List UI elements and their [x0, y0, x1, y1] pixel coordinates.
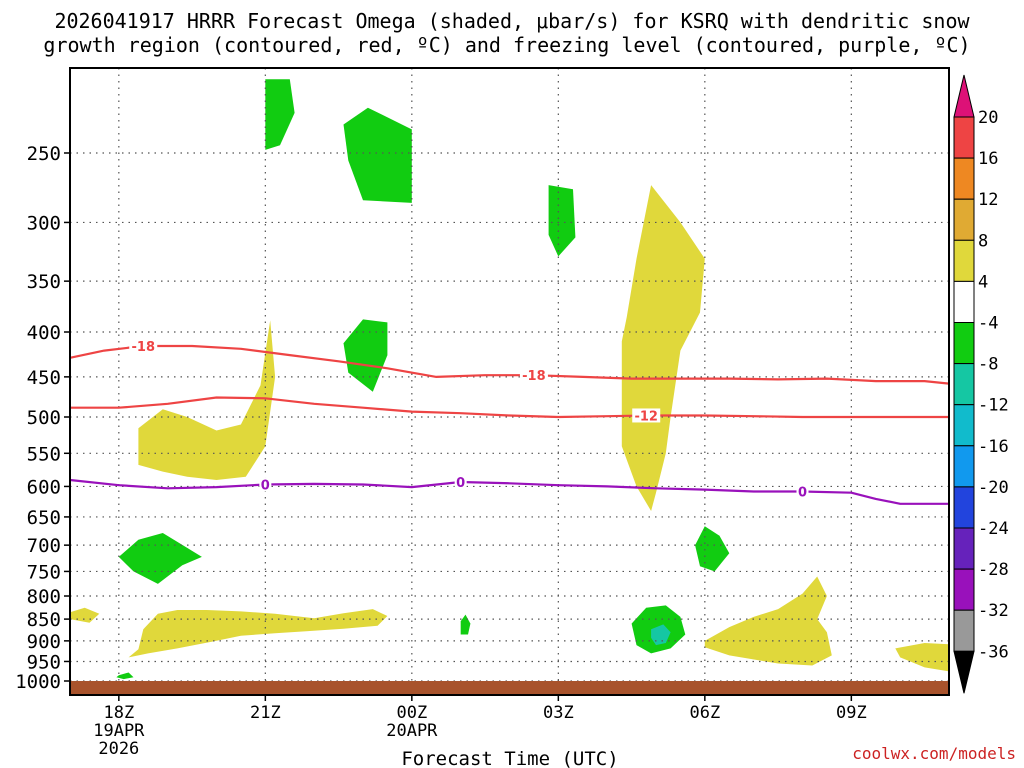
- plot-area: -18 -18 -12 0 0 0: [69, 67, 950, 696]
- teal-cell: [651, 624, 671, 646]
- plot-frame: [69, 67, 950, 696]
- colorbar-band-10: [953, 527, 975, 570]
- colorbar-bottom-arrow: [953, 650, 975, 694]
- green-cell-6: [695, 526, 730, 572]
- colorbar-tick--16: -16: [978, 437, 1009, 457]
- colorbar-tick--32: -32: [978, 601, 1009, 621]
- contour-zero-line: [69, 478, 949, 505]
- contour-minus-18-line: [69, 344, 950, 385]
- colorbar-band-5: [953, 322, 975, 365]
- y-tick-label-450: 450: [27, 367, 61, 389]
- contour-zero-label-bg-0: [259, 477, 272, 492]
- colorbar-band-1: [953, 157, 975, 200]
- colorbar-top-arrow: [953, 74, 975, 118]
- contour-minus-18-label-bg-1: [519, 368, 548, 383]
- x-tick-label-03Z: 03Z: [543, 703, 574, 723]
- contour-zero-label-bg-1: [454, 474, 467, 489]
- contour-minus-18-label-1: -18: [522, 369, 546, 384]
- y-tick-label-900: 900: [27, 631, 61, 653]
- colorbar-band-0: [953, 116, 975, 159]
- green-cell-4: [343, 319, 388, 392]
- contour-zero-label-0: 0: [261, 479, 270, 494]
- colorbar-band-2: [953, 198, 975, 241]
- x-tick-label-21Z: 21Z: [250, 703, 281, 723]
- colorbar-band-12: [953, 609, 975, 652]
- colorbar-tick--8: -8: [978, 355, 998, 375]
- y-tick-label-400: 400: [27, 322, 61, 344]
- colorbar-tick-16: 16: [978, 149, 998, 169]
- y-tick-label-300: 300: [27, 212, 61, 234]
- green-cell-1: [265, 79, 295, 150]
- colorbar-band-7: [953, 404, 975, 447]
- green-cell-3: [548, 185, 576, 257]
- colorbar-tick-4: 4: [978, 272, 988, 292]
- y-tick-label-550: 550: [27, 443, 61, 465]
- x-axis-title: Forecast Time (UTC): [401, 748, 618, 768]
- x-tick-sublabel-2026: 2026: [98, 739, 139, 759]
- y-tick-label-850: 850: [27, 609, 61, 631]
- contour-zero-label-bg-2: [796, 484, 809, 499]
- contour-minus-12-label-0: -12: [634, 409, 658, 424]
- contour-minus-18-label-0: -18: [132, 340, 156, 355]
- grid-lines: [70, 68, 949, 682]
- contour-minus-12-line: [70, 396, 949, 419]
- green-cell-7: [116, 672, 134, 680]
- green-cell-2: [343, 107, 412, 203]
- y-tick-label-350: 350: [27, 271, 61, 293]
- x-tick-label-18Z: 18Z: [103, 703, 134, 723]
- y-tick-label-250: 250: [27, 143, 61, 165]
- x-tick-sublabel-19APR: 19APR: [93, 721, 145, 741]
- yellow-6: [895, 643, 949, 672]
- colorbar-tick--4: -4: [978, 314, 998, 334]
- chart-title-line-2: growth region (contoured, red, ºC) and f…: [43, 33, 970, 57]
- colorbar-tick-8: 8: [978, 231, 988, 251]
- contour-minus-18-label-bg-0: [129, 339, 158, 354]
- y-tick-label-950: 950: [27, 651, 61, 673]
- ground-surface: [70, 681, 949, 695]
- temperature-contours: [69, 344, 950, 505]
- colorbar-tick--36: -36: [978, 642, 1009, 662]
- yellow-5: [704, 576, 832, 666]
- colorbar-band-11: [953, 568, 975, 611]
- contour-minus-12-label-bg-0: [632, 408, 661, 423]
- contour-zero-label-2: 0: [798, 485, 807, 500]
- contour-labels: -18 -18 -12 0 0 0: [129, 339, 809, 500]
- plot-background: [70, 68, 949, 695]
- y-tick-label-500: 500: [27, 407, 61, 429]
- y-tick-label-650: 650: [27, 507, 61, 529]
- colorbar-tick--12: -12: [978, 396, 1009, 416]
- colorbar: 20 16 12 8 4 -4 -8 -12 -16 -20 -24 -28 -32 -36: [953, 74, 1009, 694]
- colorbar-band-6: [953, 363, 975, 406]
- colorbar-band-8: [953, 445, 975, 488]
- credit-text: coolwx.com/models: [852, 744, 1016, 763]
- x-tick-label-00Z: 00Z: [396, 703, 427, 723]
- y-tick-label-600: 600: [27, 476, 61, 498]
- colorbar-tick--24: -24: [978, 519, 1009, 539]
- x-tick-label-06Z: 06Z: [689, 703, 720, 723]
- colorbar-band-4: [953, 280, 975, 323]
- y-tick-label-1000: 1000: [15, 671, 61, 693]
- x-tick-label-09Z: 09Z: [836, 703, 867, 723]
- yellow-4: [621, 185, 705, 511]
- colorbar-band-9: [953, 486, 975, 529]
- colorbar-tick--20: -20: [978, 478, 1009, 498]
- y-axis-ticks: 2503003504004505005506006507007508008509…: [15, 143, 70, 693]
- chart-title-line-1: 2026041917 HRRR Forecast Omega (shaded, …: [54, 9, 970, 33]
- y-tick-label-800: 800: [27, 586, 61, 608]
- colorbar-tick-12: 12: [978, 190, 998, 210]
- y-tick-label-750: 750: [27, 561, 61, 583]
- colorbar-band-3: [953, 239, 975, 282]
- contour-zero-label-1: 0: [456, 476, 465, 491]
- colorbar-tick--28: -28: [978, 560, 1009, 580]
- colorbar-tick-20: 20: [978, 108, 998, 128]
- y-tick-label-700: 700: [27, 535, 61, 557]
- x-tick-sublabel-20APR: 20APR: [386, 721, 438, 741]
- yellow-1: [138, 320, 276, 480]
- yellow-3: [128, 609, 388, 658]
